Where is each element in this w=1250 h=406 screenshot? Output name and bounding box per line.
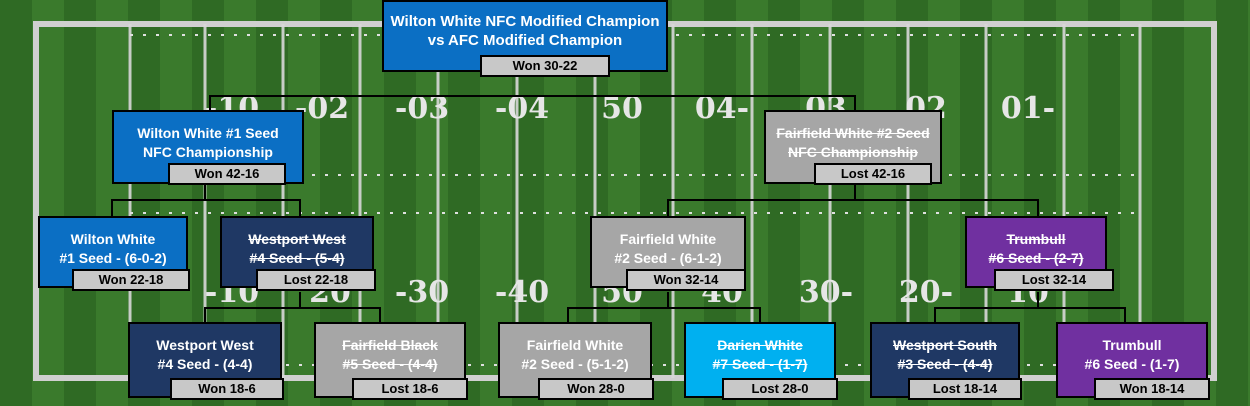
semi-right-line2: NFC Championship xyxy=(788,144,918,160)
quarter-3-line2: #2 Seed - (6-1-2) xyxy=(614,250,722,266)
round1-1-result: Won 18-6 xyxy=(170,378,284,400)
final-title-line1: Wilton White NFC Modified Champion xyxy=(390,13,660,30)
quarter-3-result: Won 32-14 xyxy=(626,269,746,291)
quarter-4-result: Lost 32-14 xyxy=(994,269,1114,291)
connector-r1-left xyxy=(204,307,381,322)
semi-left-line1: Wilton White #1 Seed xyxy=(137,125,279,141)
connector-right-quarters xyxy=(667,199,1039,216)
field-number-bottom: 20- xyxy=(899,275,953,310)
final-result: Won 30-22 xyxy=(480,55,610,77)
quarter-1-result: Won 22-18 xyxy=(72,269,190,291)
round1-3-line2: #2 Seed - (5-1-2) xyxy=(521,356,629,372)
quarter-1-line2: #1 Seed - (6-0-2) xyxy=(59,250,167,266)
quarter-2-line2: #4 Seed - (5-4) xyxy=(249,250,345,266)
semi-left-line2: NFC Championship xyxy=(143,144,273,160)
quarter-4-line2: #6 Seed - (2-7) xyxy=(988,250,1084,266)
final-title-line2: vs AFC Modified Champion xyxy=(427,32,623,49)
round1-3-result: Won 28-0 xyxy=(538,378,654,400)
field-number-bottom: 30- xyxy=(799,275,853,310)
quarter-1-line1: Wilton White xyxy=(70,231,156,247)
quarter-2-line1: Westport West xyxy=(248,231,346,247)
round1-4-line2: #7 Seed - (1-7) xyxy=(712,356,808,372)
connector-r1-right xyxy=(934,307,1126,322)
field-number-bottom: -30 xyxy=(395,275,449,310)
quarter-4-line1: Trumbull xyxy=(1006,231,1066,247)
round1-5-line1: Westport South xyxy=(893,337,997,353)
round1-6-line1: Trumbull xyxy=(1102,337,1162,353)
round1-1-line1: Westport West xyxy=(156,337,254,353)
round1-6-line2: #6 Seed - (1-7) xyxy=(1084,356,1180,372)
semi-right-result: Lost 42-16 xyxy=(814,163,932,185)
round1-2-line2: #5 Seed - (4-4) xyxy=(342,356,438,372)
semi-left-result: Won 42-16 xyxy=(168,163,286,185)
semi-right-line1: Fairfield White #2 Seed xyxy=(776,125,930,141)
round1-2-result: Lost 18-6 xyxy=(352,378,468,400)
round1-3-line1: Fairfield White xyxy=(526,337,624,353)
round1-6-result: Won 18-14 xyxy=(1094,378,1210,400)
field-number-bottom: -40 xyxy=(495,275,549,310)
quarter-3-line1: Fairfield White xyxy=(619,231,717,247)
round1-5-result: Lost 18-14 xyxy=(908,378,1022,400)
round1-1-line2: #4 Seed - (4-4) xyxy=(157,356,253,372)
connector-r1-mid xyxy=(567,307,761,322)
round1-2-line1: Fairfield Black xyxy=(342,337,438,353)
round1-4-result: Lost 28-0 xyxy=(722,378,838,400)
connector-final xyxy=(209,95,856,110)
quarter-2-result: Lost 22-18 xyxy=(256,269,376,291)
round1-5-line2: #3 Seed - (4-4) xyxy=(897,356,993,372)
field-number-top: 01- xyxy=(1001,91,1055,126)
connector-left-quarters xyxy=(111,199,301,216)
round1-4-line1: Darien White xyxy=(717,337,803,353)
